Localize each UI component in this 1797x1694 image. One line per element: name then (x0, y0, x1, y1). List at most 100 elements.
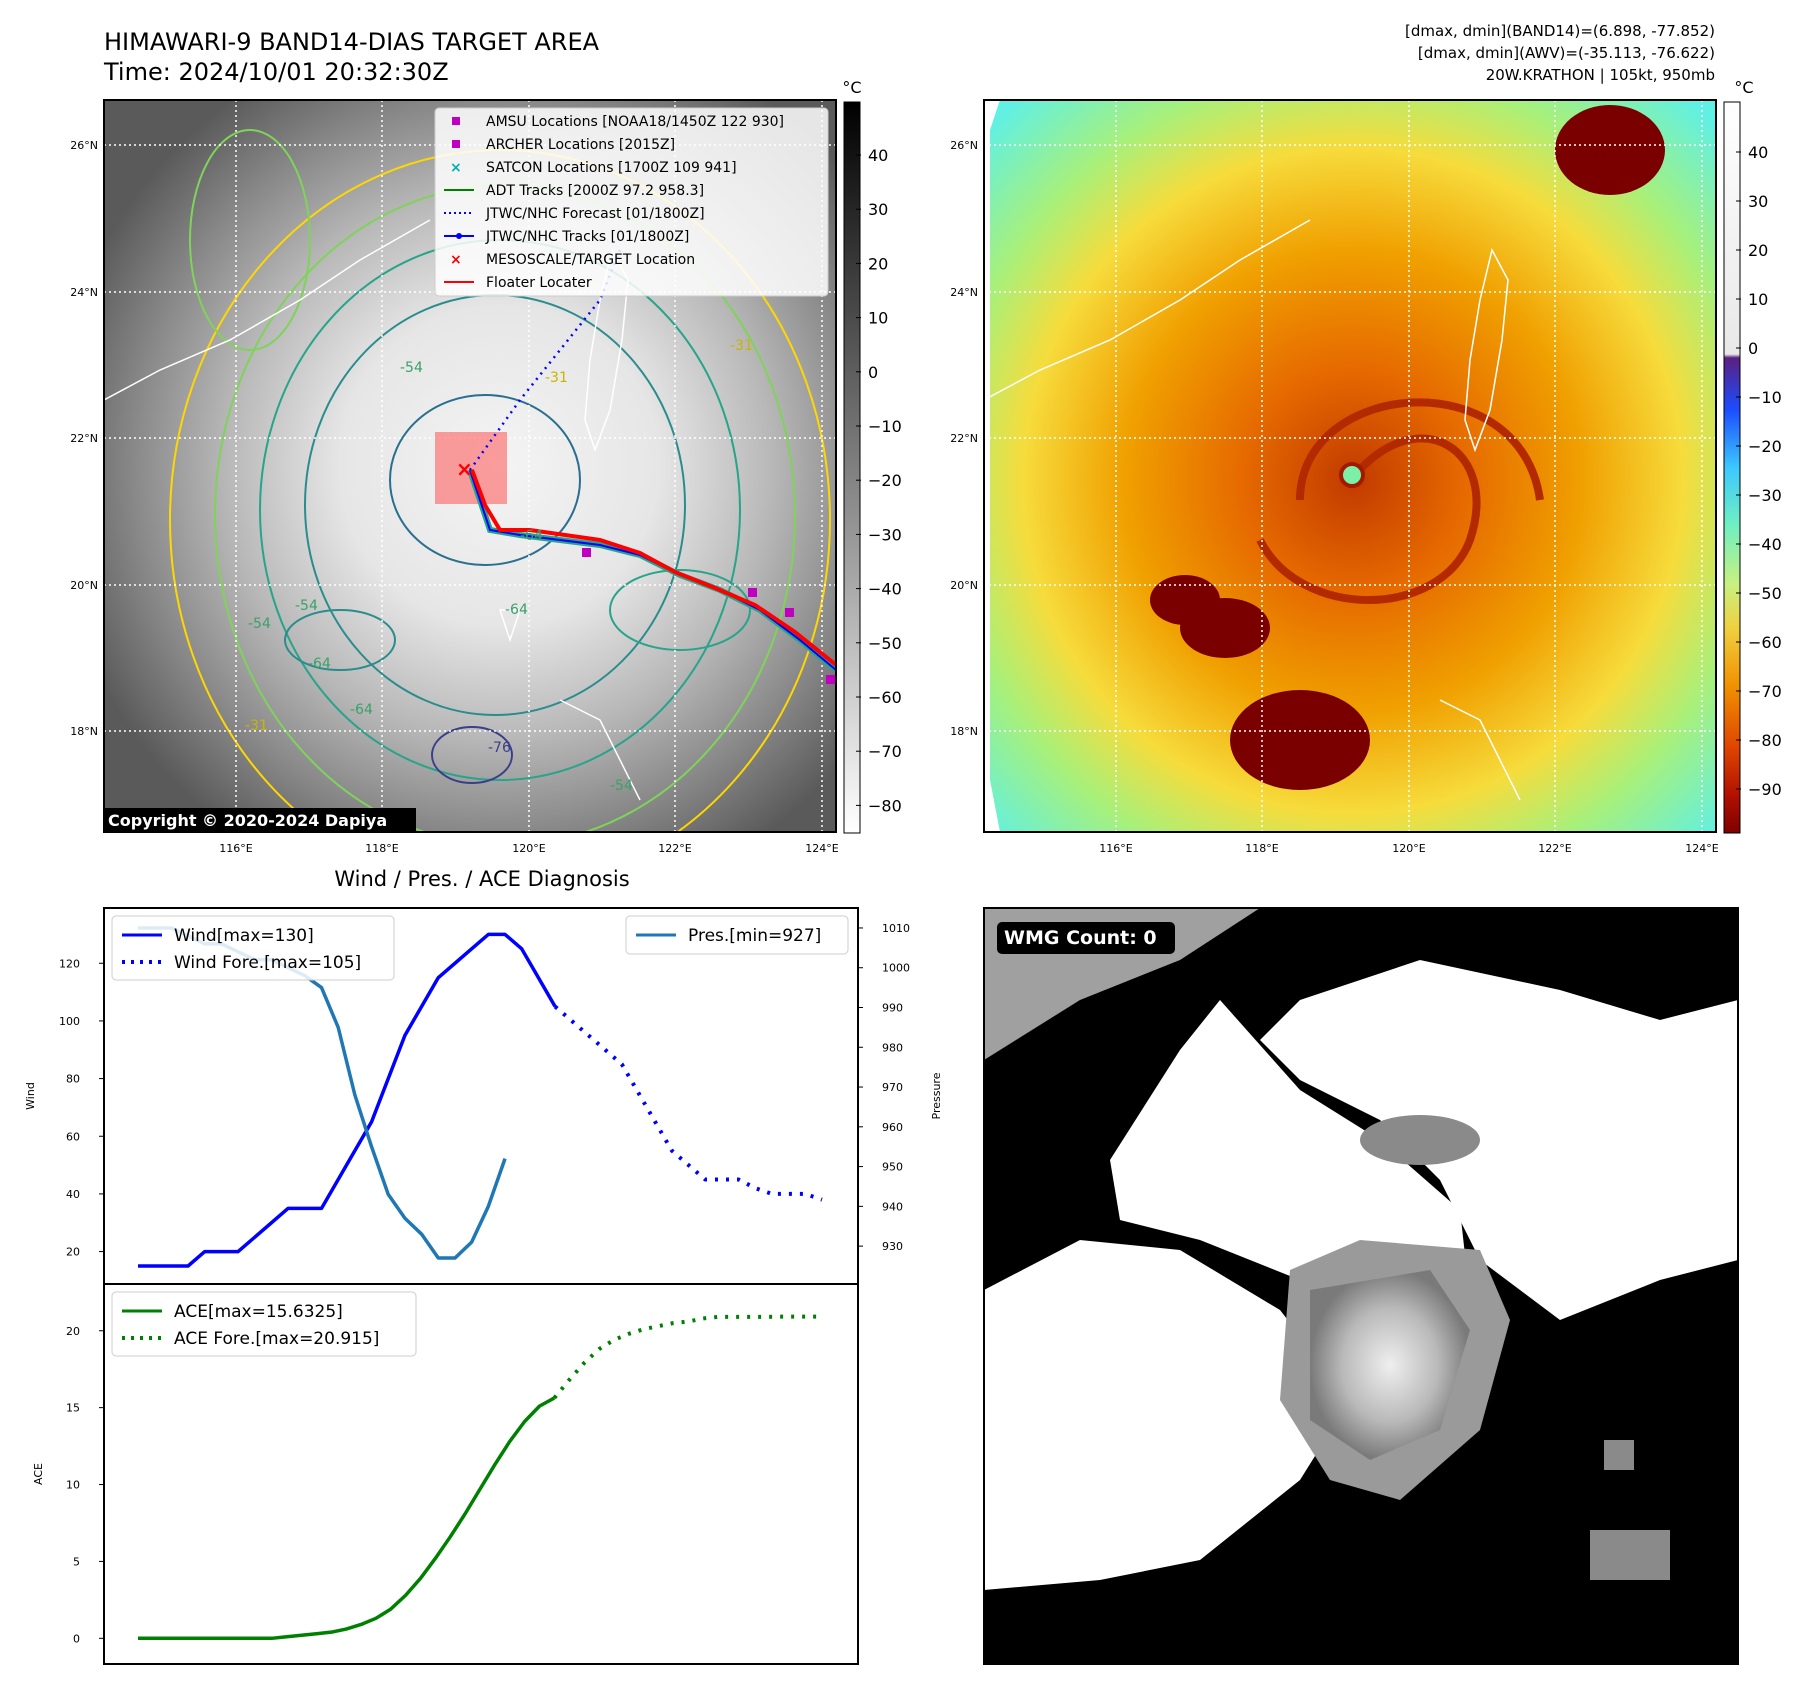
svg-text:ADT Tracks [2000Z 97.2 958.3]: ADT Tracks [2000Z 97.2 958.3] (486, 183, 704, 199)
pressure-tick-label: 990 (882, 1001, 903, 1014)
wind-tick-label: 60 (66, 1130, 80, 1143)
svg-text:-64: -64 (505, 602, 528, 618)
svg-text:×: × (450, 160, 462, 176)
right-ir-map: 26°N 24°N 22°N 20°N 18°N 116°E 118°E 120… (950, 99, 1719, 855)
colorbar-tick-label: 30 (1748, 192, 1768, 211)
figure-title: HIMAWARI-9 BAND14-DIAS TARGET AREA (104, 28, 600, 56)
lat-label: 22°N (950, 432, 978, 445)
copyright-text: Copyright © 2020-2024 Dapiya (108, 811, 387, 830)
pressure-tick-label: 950 (882, 1161, 903, 1174)
svg-text:JTWC/NHC Forecast [01/1800Z]: JTWC/NHC Forecast [01/1800Z] (485, 206, 705, 222)
svg-text:-31: -31 (245, 718, 268, 734)
svg-text:JTWC/NHC Tracks [01/1800Z]: JTWC/NHC Tracks [01/1800Z] (485, 229, 689, 245)
ace-tick-label: 20 (66, 1325, 80, 1338)
pressure-tick-label: 1000 (882, 962, 910, 975)
ace-tick-label: 0 (73, 1632, 80, 1645)
lat-label: 24°N (950, 286, 978, 299)
wind-axis-label: Wind (24, 1082, 37, 1110)
colorbar-tick-label: −40 (868, 580, 902, 599)
svg-text:SATCON Locations [1700Z 109 94: SATCON Locations [1700Z 109 941] (486, 160, 737, 176)
colorbar-tick-label: −10 (1748, 388, 1782, 407)
lon-label: 122°E (1538, 842, 1571, 855)
pressure-tick-label: 960 (882, 1121, 903, 1134)
pressure-tick-label: 1010 (882, 922, 910, 935)
lat-label: 20°N (950, 579, 978, 592)
legend-wind: Wind[max=130] (174, 926, 314, 946)
copyright-badge (104, 808, 416, 832)
lon-label: 116°E (1099, 842, 1132, 855)
lon-label: 118°E (1245, 842, 1278, 855)
cold-cloud-tops (1150, 105, 1665, 790)
svg-text:-76: -76 (488, 740, 511, 756)
ace-line (138, 1396, 556, 1641)
left-map-contours (169, 129, 831, 832)
wmg-count-label: WMG Count: 0 (1004, 927, 1157, 949)
lat-label: 20°N (70, 579, 98, 592)
right-map-frame (983, 99, 1717, 833)
amsu-markers (582, 548, 835, 684)
wind-tick-label: 120 (59, 957, 80, 970)
colorbar-tick-label: 0 (868, 363, 878, 382)
right-map-grid (984, 100, 1716, 832)
dmax-awv-line: [dmax, dmin](AWV)=(-35.113, -76.622) (1418, 44, 1715, 62)
pressure-tick-label: 940 (882, 1200, 903, 1213)
svg-text:MESOSCALE/TARGET Location: MESOSCALE/TARGET Location (486, 252, 695, 268)
wind-line (138, 932, 557, 1268)
colorbar-tick-label: −70 (868, 742, 902, 761)
svg-text:-31: -31 (730, 338, 753, 354)
right-colorbar: °C 40 30 20 10 0 −10 −20 −30 −40 −50 −60 −70 −80 −90 (1723, 78, 1782, 834)
legend-wind-forecast: Wind Fore.[max=105] (174, 953, 361, 973)
colorbar-tick-label: 30 (868, 200, 888, 219)
svg-text:Floater Locater: Floater Locater (486, 275, 592, 291)
floater-track (470, 469, 836, 667)
lat-label: 26°N (950, 139, 978, 152)
wmg-panel: WMG Count: 0 (983, 907, 1739, 1665)
wmg-gray-patch (1604, 1440, 1634, 1470)
colorbar-tick-label: 40 (1748, 143, 1768, 162)
svg-text:-64: -64 (350, 702, 373, 718)
colorbar-tick-label: −80 (868, 796, 902, 815)
wind-tick-label: 80 (66, 1073, 80, 1086)
colorbar-tick-label: 20 (868, 254, 888, 273)
pressure-tick-label: 930 (882, 1240, 903, 1253)
colorbar-tick-label: −30 (868, 525, 902, 544)
colorbar-tick-label: −20 (1748, 437, 1782, 456)
left-colorbar-unit: °C (842, 78, 861, 97)
target-area-box (435, 432, 507, 504)
legend-ace-forecast: ACE Fore.[max=20.915] (174, 1329, 379, 1349)
wmg-count-badge (997, 922, 1175, 954)
lat-label: 24°N (70, 286, 98, 299)
svg-text:-54: -54 (400, 360, 423, 376)
lon-label: 120°E (512, 842, 545, 855)
spiral-bands (1256, 398, 1544, 604)
figure-time: Time: 2024/10/01 20:32:30Z (103, 58, 449, 86)
svg-text:-54: -54 (610, 778, 633, 794)
svg-text:AMSU Locations [NOAA18/1450Z 1: AMSU Locations [NOAA18/1450Z 122 930] (486, 114, 784, 130)
svg-text:×: × (450, 252, 462, 268)
colorbar-tick-label: −80 (1748, 731, 1782, 750)
colorbar-tick-label: −70 (1748, 682, 1782, 701)
colorbar-tick-label: −60 (868, 688, 902, 707)
left-map-frame (103, 99, 837, 833)
left-coastlines (104, 219, 641, 801)
lon-label: 118°E (365, 842, 398, 855)
lat-label: 26°N (70, 139, 98, 152)
storm-info-line: 20W.KRATHON | 105kt, 950mb (1486, 66, 1715, 84)
svg-text:ARCHER Locations [2015Z]: ARCHER Locations [2015Z] (486, 137, 675, 153)
colorbar-tick-label: 10 (868, 309, 888, 328)
colorbar-tick-label: 20 (1748, 241, 1768, 260)
lon-label: 122°E (658, 842, 691, 855)
pressure-tick-label: 970 (882, 1081, 903, 1094)
ace-tick-label: 10 (66, 1479, 80, 1492)
colorbar-tick-label: −10 (868, 417, 902, 436)
lon-label: 124°E (1685, 842, 1718, 855)
dmax-band14-line: [dmax, dmin](BAND14)=(6.898, -77.852) (1405, 22, 1715, 40)
colorbar-tick-label: −40 (1748, 535, 1782, 554)
wind-tick-label: 40 (66, 1188, 80, 1201)
ace-axis-label: ACE (32, 1463, 45, 1485)
left-ir-map: × -54 -31 -31 -64 -54 -64 -64 -76 -54 -3… (70, 99, 839, 855)
wind-tick-label: 20 (66, 1246, 80, 1259)
colorbar-tick-label: −90 (1748, 780, 1782, 799)
ace-chart: ACE 0 5 10 15 20 ACE[max=15.6325] ACE Fore.[… (32, 1283, 859, 1665)
contour-labels: -54 -31 -31 -64 -54 -64 -64 -76 -54 -31 … (245, 338, 753, 794)
